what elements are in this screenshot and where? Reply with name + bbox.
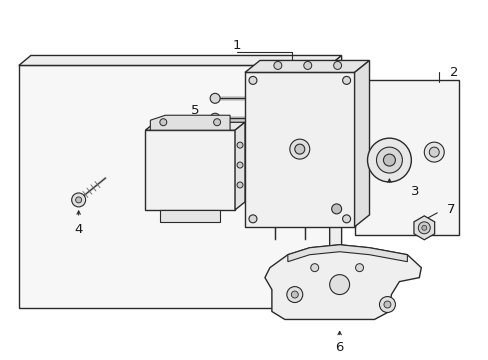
Polygon shape (235, 122, 244, 210)
Circle shape (333, 62, 341, 69)
Polygon shape (244, 60, 369, 72)
Circle shape (248, 215, 256, 223)
Circle shape (210, 133, 220, 143)
Text: 6: 6 (335, 341, 343, 354)
Circle shape (286, 287, 302, 302)
Text: 1: 1 (232, 39, 241, 52)
Circle shape (383, 154, 395, 166)
Circle shape (291, 291, 298, 298)
Polygon shape (19, 55, 341, 66)
Circle shape (210, 93, 220, 103)
Circle shape (355, 264, 363, 272)
Polygon shape (160, 210, 220, 222)
Polygon shape (329, 55, 341, 255)
Circle shape (303, 62, 311, 69)
Circle shape (210, 113, 220, 123)
Polygon shape (354, 60, 369, 227)
Circle shape (237, 162, 243, 168)
Polygon shape (413, 216, 434, 240)
Circle shape (417, 222, 429, 234)
Circle shape (329, 275, 349, 294)
Circle shape (76, 197, 81, 203)
Circle shape (248, 76, 256, 84)
Text: 4: 4 (74, 223, 82, 236)
Polygon shape (287, 245, 407, 262)
Circle shape (210, 153, 220, 163)
Polygon shape (354, 80, 458, 235)
Text: 2: 2 (449, 66, 458, 79)
Circle shape (428, 147, 438, 157)
Circle shape (424, 142, 443, 162)
Circle shape (379, 297, 395, 312)
Text: 3: 3 (410, 185, 419, 198)
Circle shape (289, 139, 309, 159)
Polygon shape (145, 122, 244, 130)
Text: 5: 5 (190, 104, 199, 117)
Circle shape (342, 76, 350, 84)
Text: 7: 7 (447, 203, 455, 216)
Polygon shape (145, 130, 235, 210)
Circle shape (237, 182, 243, 188)
Circle shape (310, 264, 318, 272)
Circle shape (213, 119, 220, 126)
Polygon shape (150, 115, 229, 130)
Circle shape (376, 147, 402, 173)
Circle shape (342, 215, 350, 223)
Circle shape (160, 119, 166, 126)
Circle shape (367, 138, 410, 182)
Circle shape (72, 193, 85, 207)
Polygon shape (19, 66, 329, 307)
Circle shape (331, 204, 341, 214)
Polygon shape (244, 72, 354, 227)
Circle shape (273, 62, 281, 69)
Polygon shape (264, 245, 421, 319)
Circle shape (383, 301, 390, 308)
Circle shape (421, 225, 426, 230)
Circle shape (237, 142, 243, 148)
Circle shape (294, 144, 304, 154)
